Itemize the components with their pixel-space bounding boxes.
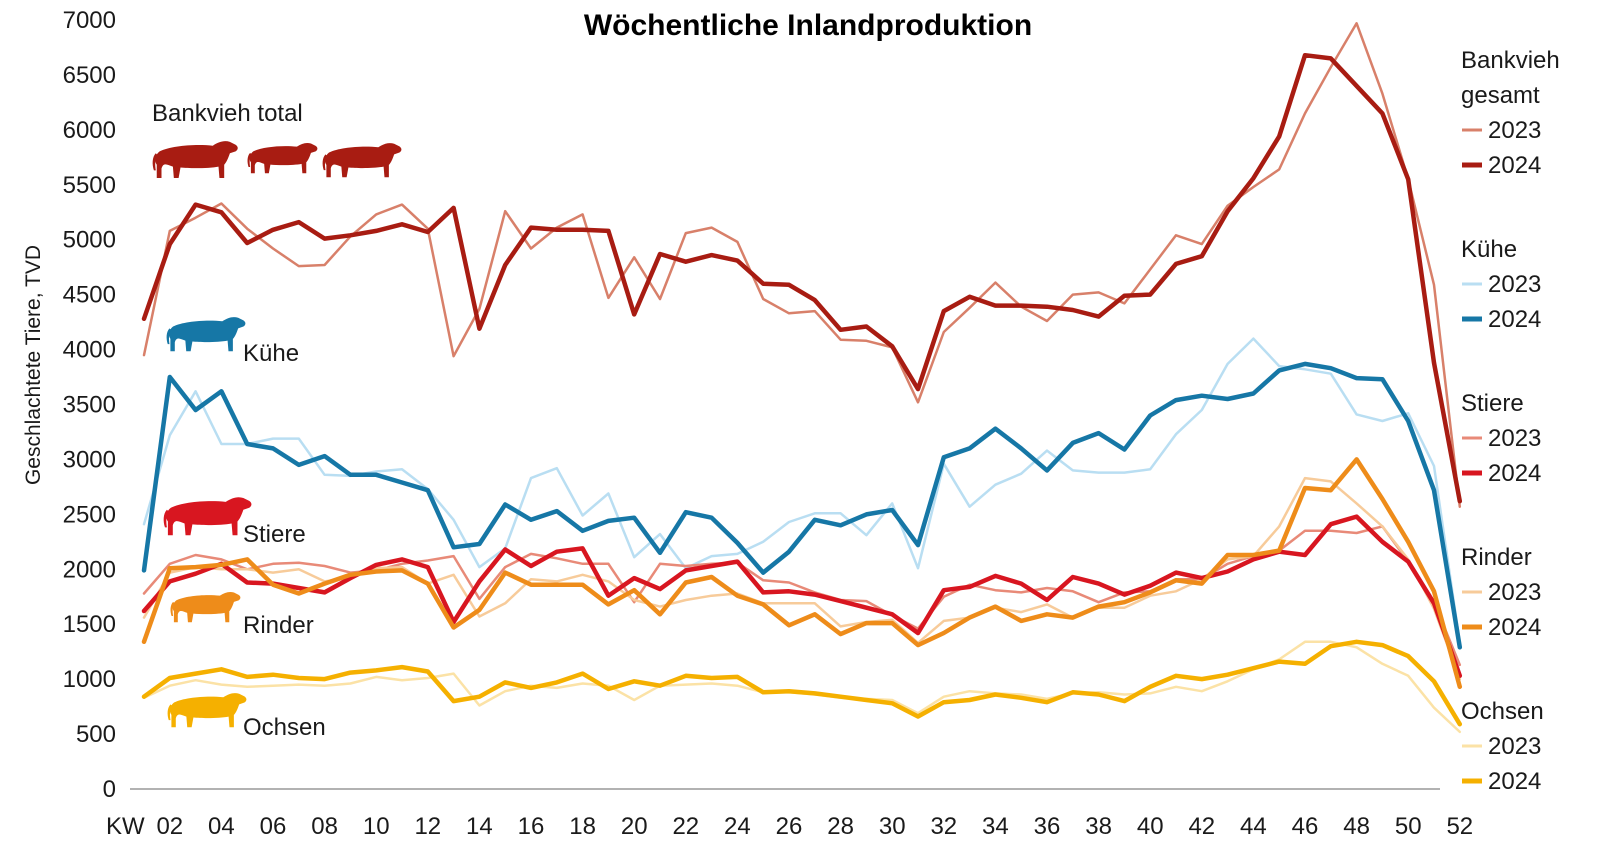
y-tick-label: 3000 [63,446,116,473]
y-tick-label: 5500 [63,172,116,199]
y-tick-label: 0 [103,776,116,803]
x-axis-label: KW [106,813,145,840]
series-line-ochsen-2023 [142,640,1462,734]
x-tick-label: 18 [569,813,596,840]
series-line-bankvieh-2023 [142,22,1462,508]
y-axis-label: Geschlachtete Tiere, TVD [22,245,45,485]
x-tick-label: 22 [672,813,699,840]
annotation-rinder: Rinder [243,612,314,639]
y-tick-label: 1000 [63,666,116,693]
legend-title-stiere: Stiere [1461,390,1524,417]
legend-title-ochsen: Ochsen [1461,698,1544,725]
x-tick-label: 46 [1292,813,1319,840]
series-line-stiere-2024 [141,514,1463,679]
cattle-icon [152,141,238,178]
axes: 0 500 1000 1500 2000 2500 3000 3500 4000 4500 5000… [63,7,1474,840]
legend-label-rinder-2023: 2023 [1488,579,1541,606]
x-tick-label: 24 [724,813,751,840]
legend-label-ochsen-2024: 2024 [1488,768,1541,795]
annotation-kuehe: Kühe [243,340,299,367]
x-tick-label: 52 [1446,813,1473,840]
legend-label-bankvieh-2024: 2024 [1488,152,1541,179]
y-tick-label: 3500 [63,392,116,419]
annotations: Bankvieh total Kühe Stiere Rinder Ochsen [152,100,402,741]
x-tick-label: 08 [311,813,338,840]
x-tick-label: 36 [1034,813,1061,840]
x-tick-label: 48 [1343,813,1370,840]
legend-label-ochsen-2023: 2023 [1488,733,1541,760]
chart-title: Wöchentliche Inlandproduktion [584,9,1032,42]
x-tick-label: 32 [930,813,957,840]
x-tick-label: 38 [1085,813,1112,840]
series-line-bankvieh-2024 [141,52,1463,504]
y-tick-label: 2500 [63,501,116,528]
series-line-rinder-2024 [141,457,1463,690]
annotation-ochsen: Ochsen [243,714,326,741]
x-tick-label: 34 [982,813,1009,840]
y-tick-label: 7000 [63,7,116,34]
heifer-icon [170,591,241,623]
x-tick-label: 50 [1395,813,1422,840]
bull-icon [163,497,252,536]
legend-title-kuehe: Kühe [1461,236,1517,263]
y-tick-label: 6000 [63,117,116,144]
series-line-kuehe-2024 [141,361,1463,650]
series-layer [141,22,1463,734]
y-tick-label: 4000 [63,337,116,364]
x-tick-label: 26 [776,813,803,840]
y-tick-label: 6500 [63,62,116,89]
annotation-bankvieh: Bankvieh total [152,100,303,127]
legend-label-stiere-2023: 2023 [1488,425,1541,452]
legend-label-rinder-2024: 2024 [1488,614,1541,641]
legend-title-rinder: Rinder [1461,544,1532,571]
legend-title-bankvieh: gesamt [1461,82,1540,109]
y-tick-label: 500 [76,721,116,748]
legend: Bankvieh gesamt 2023 2024 Kühe 2023 2024 Stiere… [1461,47,1560,795]
cow-icon [166,317,246,352]
x-tick-label: 12 [414,813,441,840]
x-tick-label: 06 [260,813,287,840]
x-tick-label: 16 [518,813,545,840]
legend-label-kuehe-2023: 2023 [1488,271,1541,298]
x-tick-label: 28 [827,813,854,840]
legend-label-bankvieh-2023: 2023 [1488,117,1541,144]
cattle-icon [322,143,402,178]
x-tick-label: 20 [621,813,648,840]
legend-title-bankvieh: Bankvieh [1461,47,1560,74]
cattle-icon [247,142,318,174]
y-tick-label: 1500 [63,611,116,638]
ox-icon [167,693,247,728]
x-tick-label: 10 [363,813,390,840]
y-tick-label: 2000 [63,556,116,583]
legend-label-stiere-2024: 2024 [1488,460,1541,487]
x-tick-label: 40 [1137,813,1164,840]
series-line-ochsen-2024 [141,639,1463,727]
x-tick-label: 44 [1240,813,1267,840]
x-tick-label: 04 [208,813,235,840]
annotation-stiere: Stiere [243,521,306,548]
x-tick-label: 02 [156,813,183,840]
y-tick-label: 4500 [63,282,116,309]
x-tick-label: 42 [1188,813,1215,840]
x-tick-label: 14 [466,813,493,840]
y-tick-label: 5000 [63,227,116,254]
legend-label-kuehe-2024: 2024 [1488,306,1541,333]
x-tick-label: 30 [879,813,906,840]
